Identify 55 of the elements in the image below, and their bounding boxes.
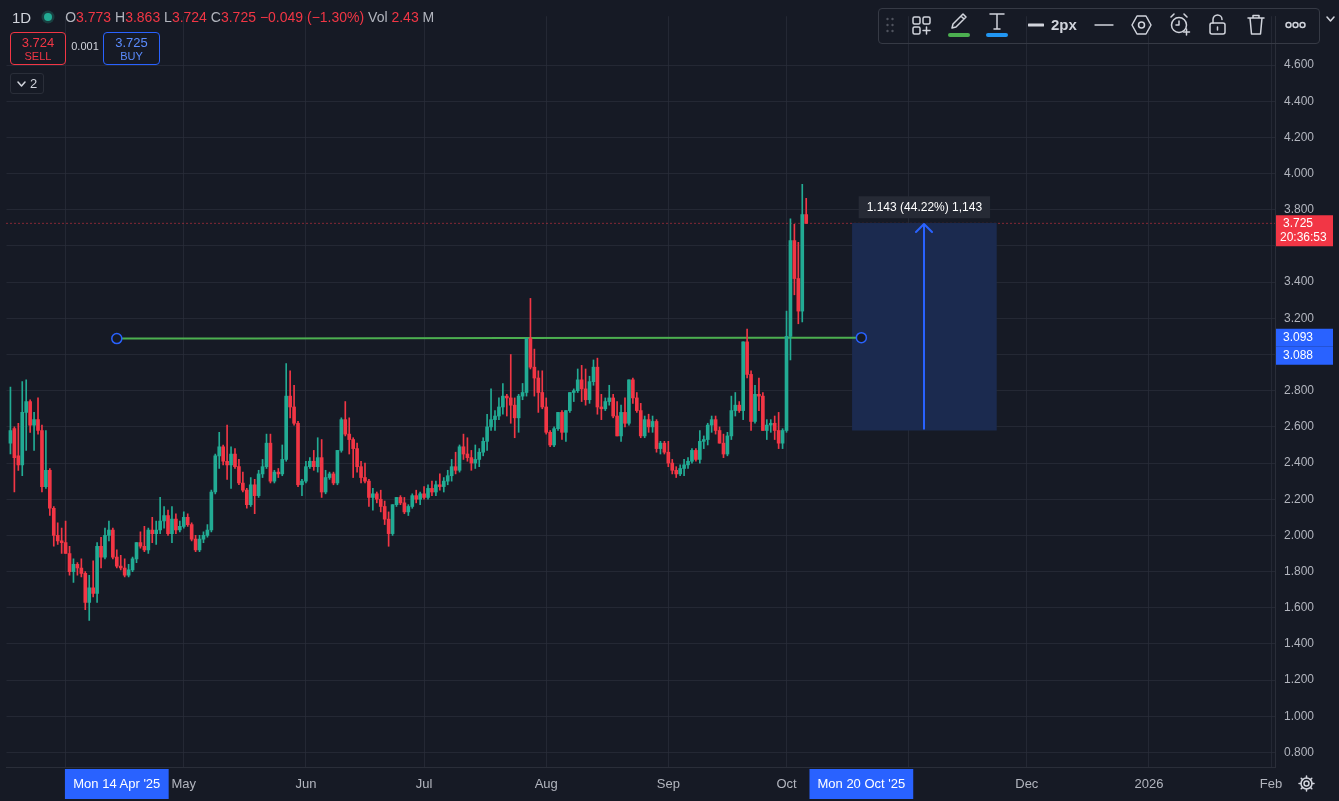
text: O3.773 H3.863 L3.724 C3.725 −0.049 (−1.30%) Vol 2.43 M [65, 9, 435, 25]
candlestick [473, 444, 478, 469]
x-tick-label: Jun [295, 776, 317, 792]
annotation: 3.724 [21, 34, 55, 50]
candlestick [438, 473, 442, 491]
text: 3.088 [1283, 348, 1314, 362]
chart-title: 1D [12, 8, 32, 26]
x-tick-label: Feb [1259, 776, 1283, 792]
y-tick-label: 1.400 [1284, 636, 1315, 651]
x-tick-label: Sep [656, 776, 680, 792]
text: Mon 20 Oct '25 [817, 775, 906, 791]
y-tick-label: 3.400 [1284, 274, 1315, 289]
y-tick-label: 1.200 [1284, 672, 1315, 687]
buy-button: 3.725 BUY [103, 32, 160, 65]
y-tick-label: 2.200 [1284, 491, 1315, 506]
annotation: SELL [24, 49, 52, 63]
text: 20:36:53 [1280, 229, 1328, 244]
collapse-button: 2 [10, 73, 45, 94]
text: Mon 14 Apr '25 [73, 775, 161, 791]
candlestick [682, 459, 686, 477]
annotation: BUY [120, 49, 143, 63]
candlestick [229, 446, 233, 489]
x-tick-label: Aug [534, 776, 558, 792]
annotation: 0.001 [70, 40, 100, 52]
annotation: 2px [1051, 16, 1077, 33]
data-label: 1.143 (44.22%) 1,143 [866, 199, 983, 214]
y-tick-label: 2.400 [1284, 455, 1315, 470]
text: 3.093 [1283, 330, 1314, 344]
candlestick [32, 412, 36, 451]
y-tick-label: 4.200 [1284, 129, 1315, 144]
y-tick-label: 0.800 [1284, 744, 1315, 759]
y-tick-label: 3.800 [1284, 202, 1315, 217]
annotation: 3.725 [115, 34, 148, 50]
y-tick-label: 1.000 [1284, 708, 1315, 723]
candlestick [91, 560, 95, 598]
y-tick-label: 2.800 [1284, 383, 1315, 398]
y-tick-label: 3.200 [1284, 310, 1315, 325]
x-tick-label: Oct [776, 776, 797, 792]
candlestick [225, 424, 229, 480]
y-tick-label: 1.600 [1284, 600, 1315, 615]
ref-line-label: 3.725 [1283, 215, 1314, 230]
sell-button: 3.724 SELL [10, 32, 66, 65]
y-tick-label: 4.600 [1284, 57, 1315, 72]
x-tick-label: Dec [1015, 776, 1039, 792]
x-tick-label: Jul [415, 776, 433, 792]
y-tick-label: 2.600 [1284, 419, 1315, 434]
y-tick-label: 2.000 [1284, 527, 1315, 542]
candlestick [150, 517, 155, 543]
x-tick-label: 2026 [1134, 776, 1164, 792]
annotation: 2 [30, 76, 38, 91]
y-tick-label: 1.800 [1284, 563, 1315, 578]
x-tick-label: May [171, 776, 197, 792]
y-tick-label: 4.400 [1284, 93, 1315, 108]
y-tick-label: 4.000 [1284, 165, 1315, 180]
candlestick [371, 488, 375, 511]
